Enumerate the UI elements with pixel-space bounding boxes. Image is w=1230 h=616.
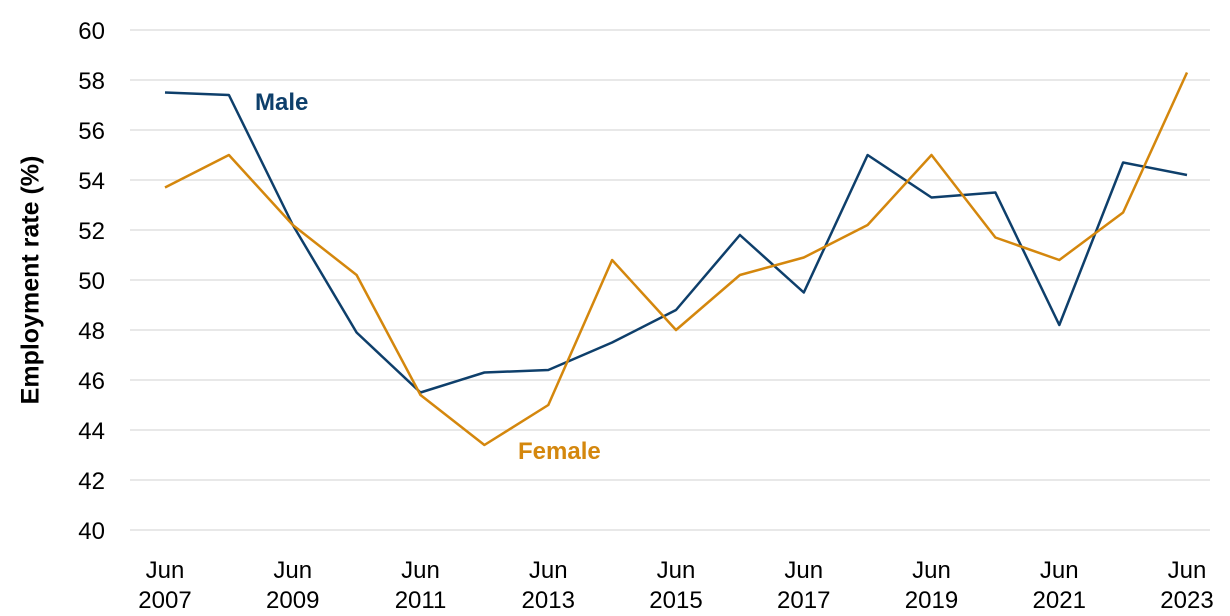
y-tick-label: 58	[78, 68, 105, 95]
x-tick-label: Jun 2019	[905, 557, 958, 614]
y-axis-title: Employment rate (%)	[17, 156, 45, 405]
x-tick-label: Jun 2017	[777, 557, 830, 614]
series-label: Male	[255, 89, 308, 116]
x-tick-label: Jun 2015	[649, 557, 702, 614]
x-tick-label: Jun 2011	[395, 557, 447, 614]
y-tick-label: 56	[78, 118, 105, 145]
y-tick-label: 54	[78, 168, 105, 195]
y-tick-label: 52	[78, 218, 105, 245]
x-tick-label: Jun 2009	[266, 557, 319, 614]
series-label: Female	[518, 438, 601, 465]
x-tick-label: Jun 2013	[522, 557, 575, 614]
line-series	[164, 71, 1189, 447]
y-tick-label: 40	[78, 518, 105, 545]
x-tick-label: Jun 2007	[138, 557, 191, 614]
x-tick-label: Jun 2023	[1160, 557, 1213, 614]
y-tick-label: 48	[78, 318, 105, 345]
y-tick-label: 44	[78, 418, 105, 445]
line-series	[164, 91, 1188, 394]
y-tick-label: 50	[78, 268, 105, 295]
x-tick-label: Jun 2021	[1033, 557, 1086, 614]
y-tick-label: 46	[78, 368, 105, 395]
y-tick-label: 42	[78, 468, 105, 495]
y-tick-label: 60	[78, 18, 105, 45]
